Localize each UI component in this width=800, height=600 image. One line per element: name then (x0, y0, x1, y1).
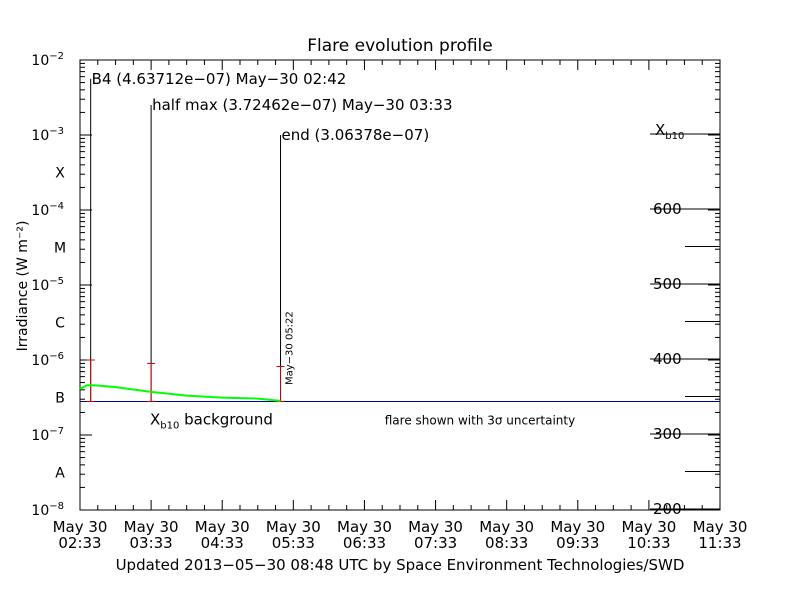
y-tick-label: 10−6 (31, 351, 64, 369)
y-axis-label: Irradiance (W m⁻²) (15, 221, 31, 352)
x-tick-time: 11:33 (698, 534, 741, 552)
flare-class-label: B (55, 391, 65, 407)
flare-class-label: M (54, 241, 66, 257)
right-axis: 600 500 400 300 200 Xb10 (650, 121, 720, 518)
uncertainty-note: flare shown with 3σ uncertainty (385, 413, 575, 427)
x-tick-time: 03:33 (129, 534, 172, 552)
event-marker-label: half max (3.72462e−07) May−30 03:33 (152, 96, 452, 114)
right-axis-tick-label: 200 (653, 500, 682, 518)
y-tick-label: 10−7 (31, 426, 64, 444)
x-tick-date: May 30 (53, 518, 108, 536)
x-tick-date: May 30 (479, 518, 534, 536)
flare-class-label: C (55, 316, 65, 332)
plot-layer: Xb10 background B4 (4.63712e−07) May−30 0… (79, 70, 720, 431)
y-tick-label: 10−5 (31, 276, 64, 294)
footer-text: Updated 2013−05−30 08:48 UTC by Space En… (116, 556, 685, 574)
x-tick-date: May 30 (408, 518, 463, 536)
background-label: Xb10 background (150, 410, 273, 431)
x-tick-date: May 30 (337, 518, 392, 536)
x-tick-time: 10:33 (627, 534, 670, 552)
flare-class-label: A (55, 466, 65, 482)
x-tick-date: May 30 (195, 518, 250, 536)
chart-title: Flare evolution profile (307, 36, 492, 56)
x-tick-time: 04:33 (201, 534, 244, 552)
right-axis-tick-label: 600 (653, 200, 682, 218)
x-tick-time: 06:33 (343, 534, 386, 552)
y-tick-label: 10−8 (31, 501, 64, 519)
x-tick-date: May 30 (550, 518, 605, 536)
right-axis-tick-label: 300 (653, 425, 682, 443)
x-tick-time: 02:33 (58, 534, 101, 552)
x-tick-date: May 30 (621, 518, 676, 536)
y-axis: 10−2 10−3 10−4 10−5 10−6 10−7 10−8 X M C B A (31, 51, 720, 519)
right-axis-tick-label: 400 (653, 350, 682, 368)
event-marker-label: end (3.06378e−07) (282, 126, 430, 144)
right-axis-tick-label: 500 (653, 275, 682, 293)
event-marker-label: B4 (4.63712e−07) May−30 02:42 (92, 70, 347, 88)
flare-class-label: X (55, 166, 65, 182)
right-axis-label: Xb10 (655, 121, 684, 142)
y-tick-label: 10−3 (31, 126, 64, 144)
y-tick-label: 10−4 (31, 201, 64, 219)
x-tick-time: 07:33 (414, 534, 457, 552)
x-tick-time: 05:33 (272, 534, 315, 552)
end-time-annotation: May−30 05:22 (285, 311, 296, 385)
x-tick-time: 08:33 (485, 534, 528, 552)
x-tick-date: May 30 (693, 518, 748, 536)
flux-series-line (79, 384, 281, 402)
x-tick-date: May 30 (124, 518, 179, 536)
y-tick-label: 10−2 (31, 51, 64, 69)
x-tick-time: 09:33 (556, 534, 599, 552)
x-tick-date: May 30 (266, 518, 321, 536)
